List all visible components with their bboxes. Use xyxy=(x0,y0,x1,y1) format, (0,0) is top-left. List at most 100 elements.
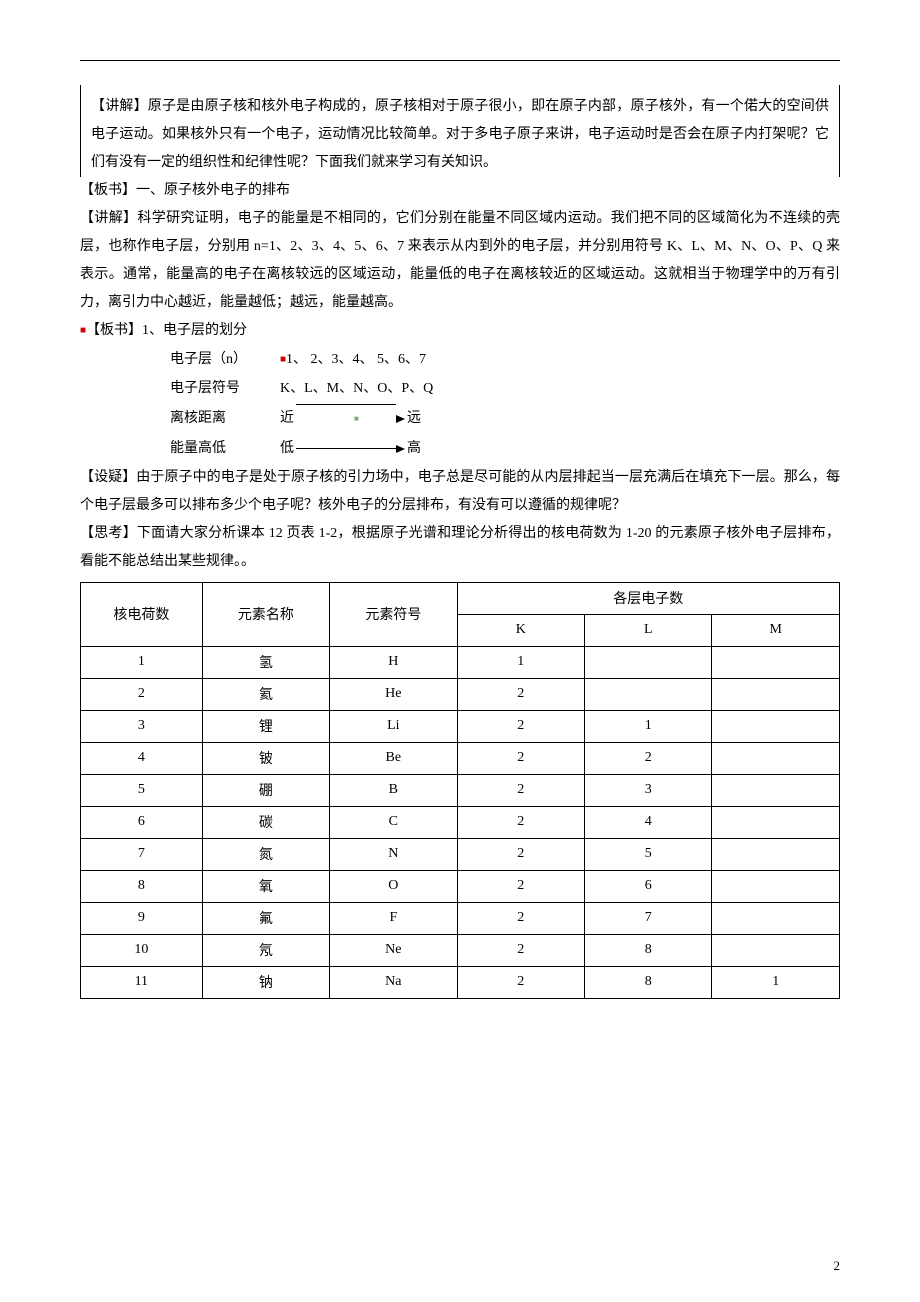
table-cell: Be xyxy=(330,742,457,774)
table-row: 2氦He2 xyxy=(81,678,840,710)
table-cell: 1 xyxy=(457,646,584,678)
th-shell-electrons: 各层电子数 xyxy=(457,582,839,614)
table-cell: 2 xyxy=(457,806,584,838)
table-cell: 10 xyxy=(81,934,203,966)
layer-row-distance: 离核距离 近 ■ 远 xyxy=(170,404,840,434)
electron-layer-block: 电子层（n）■ 1、 2、3、4、 5、6、7 电子层符号 K、L、M、N、O、… xyxy=(170,345,840,464)
table-cell xyxy=(712,838,840,870)
layer-n-label: 电子层（n） xyxy=(170,345,280,374)
table-header-row-1: 核电荷数 元素名称 元素符号 各层电子数 xyxy=(81,582,840,614)
table-cell: 2 xyxy=(457,870,584,902)
table-row: 6碳C24 xyxy=(81,806,840,838)
table-cell: 2 xyxy=(81,678,203,710)
table-cell xyxy=(585,678,712,710)
layer-distance-far: 远 xyxy=(407,404,421,433)
table-cell: 11 xyxy=(81,966,203,998)
table-cell: 3 xyxy=(81,710,203,742)
table-cell: 1 xyxy=(81,646,203,678)
table-cell: 氧 xyxy=(202,870,329,902)
table-cell xyxy=(712,774,840,806)
table-cell: 氮 xyxy=(202,838,329,870)
table-cell: 4 xyxy=(81,742,203,774)
table-cell: 5 xyxy=(585,838,712,870)
table-cell: 9 xyxy=(81,902,203,934)
table-cell: 碳 xyxy=(202,806,329,838)
table-cell: 2 xyxy=(457,838,584,870)
table-cell: 1 xyxy=(712,966,840,998)
table-cell: 6 xyxy=(81,806,203,838)
table-cell xyxy=(712,870,840,902)
table-cell xyxy=(712,902,840,934)
table-cell: H xyxy=(330,646,457,678)
table-cell: O xyxy=(330,870,457,902)
table-row: 7氮N25 xyxy=(81,838,840,870)
paragraph-think: 【思考】下面请大家分析课本 12 页表 1-2，根据原子光谱和理论分析得出的核电… xyxy=(80,520,840,576)
th-m-shell: M xyxy=(712,614,840,646)
table-cell xyxy=(712,742,840,774)
top-rule xyxy=(80,60,840,61)
th-l-shell: L xyxy=(585,614,712,646)
table-cell xyxy=(712,646,840,678)
table-cell: 8 xyxy=(81,870,203,902)
table-row: 3锂Li21 xyxy=(81,710,840,742)
table-cell: 7 xyxy=(585,902,712,934)
th-nuclear-charge: 核电荷数 xyxy=(81,582,203,646)
table-cell: 2 xyxy=(585,742,712,774)
heading-board-1: 【板书】一、原子核外电子的排布 xyxy=(80,177,840,205)
table-row: 5硼B23 xyxy=(81,774,840,806)
table-cell: 3 xyxy=(585,774,712,806)
table-row: 10氖Ne28 xyxy=(81,934,840,966)
layer-distance-label: 离核距离 xyxy=(170,404,280,433)
layer-row-energy: 能量高低 低 高 xyxy=(170,434,840,463)
table-cell: 氦 xyxy=(202,678,329,710)
layer-row-n: 电子层（n）■ 1、 2、3、4、 5、6、7 xyxy=(170,345,840,374)
th-k-shell: K xyxy=(457,614,584,646)
table-cell: 2 xyxy=(457,934,584,966)
table-cell: Li xyxy=(330,710,457,742)
paragraph-explain-2: 【讲解】科学研究证明，电子的能量是不相同的，它们分别在能量不同区域内运动。我们把… xyxy=(80,205,840,317)
table-cell: 铍 xyxy=(202,742,329,774)
electron-config-table: 核电荷数 元素名称 元素符号 各层电子数 K L M 1氢H12氦He23锂Li… xyxy=(80,582,840,999)
table-cell xyxy=(585,646,712,678)
table-cell: 氟 xyxy=(202,902,329,934)
layer-distance-near: 近 xyxy=(280,404,294,433)
table-cell: 锂 xyxy=(202,710,329,742)
table-head: 核电荷数 元素名称 元素符号 各层电子数 K L M xyxy=(81,582,840,646)
table-cell xyxy=(712,934,840,966)
table-cell: 2 xyxy=(457,742,584,774)
table-cell: 2 xyxy=(457,774,584,806)
table-cell: Na xyxy=(330,966,457,998)
layer-energy-label: 能量高低 xyxy=(170,434,280,463)
th-element-symbol: 元素符号 xyxy=(330,582,457,646)
table-row: 1氢H1 xyxy=(81,646,840,678)
table-cell: 5 xyxy=(81,774,203,806)
table-cell xyxy=(712,678,840,710)
table-cell: 2 xyxy=(457,710,584,742)
layer-symbol-values: K、L、M、N、O、P、Q xyxy=(280,374,433,403)
paragraph-question: 【设疑】由于原子中的电子是处于原子核的引力场中，电子总是尽可能的从内层排起当一层… xyxy=(80,464,840,520)
table-cell: 2 xyxy=(457,966,584,998)
table-cell: C xyxy=(330,806,457,838)
table-cell: 1 xyxy=(585,710,712,742)
table-cell: 7 xyxy=(81,838,203,870)
page-number: 2 xyxy=(834,1258,841,1274)
table-row: 4铍Be22 xyxy=(81,742,840,774)
heading-board-2: ■【板书】1、电子层的划分 xyxy=(80,317,840,345)
layer-n-values: 1、 2、3、4、 5、6、7 xyxy=(286,345,426,374)
table-row: 8氧O26 xyxy=(81,870,840,902)
table-cell: 氢 xyxy=(202,646,329,678)
page: 【讲解】原子是由原子核和核外电子构成的，原子核相对于原子很小，即在原子内部，原子… xyxy=(0,0,920,1302)
arrow-right-icon xyxy=(296,445,405,453)
table-cell xyxy=(712,710,840,742)
table-cell: 6 xyxy=(585,870,712,902)
table-cell: 2 xyxy=(457,902,584,934)
table-body: 1氢H12氦He23锂Li214铍Be225硼B236碳C247氮N258氧O2… xyxy=(81,646,840,998)
arrow-right-icon: ■ xyxy=(296,404,405,434)
content-box: 【讲解】原子是由原子核和核外电子构成的，原子核相对于原子很小，即在原子内部，原子… xyxy=(80,85,840,177)
table-cell: 2 xyxy=(457,678,584,710)
layer-energy-low: 低 xyxy=(280,434,294,463)
layer-energy-high: 高 xyxy=(407,434,421,463)
layer-symbol-label: 电子层符号 xyxy=(170,374,280,403)
table-cell: B xyxy=(330,774,457,806)
table-cell: 硼 xyxy=(202,774,329,806)
